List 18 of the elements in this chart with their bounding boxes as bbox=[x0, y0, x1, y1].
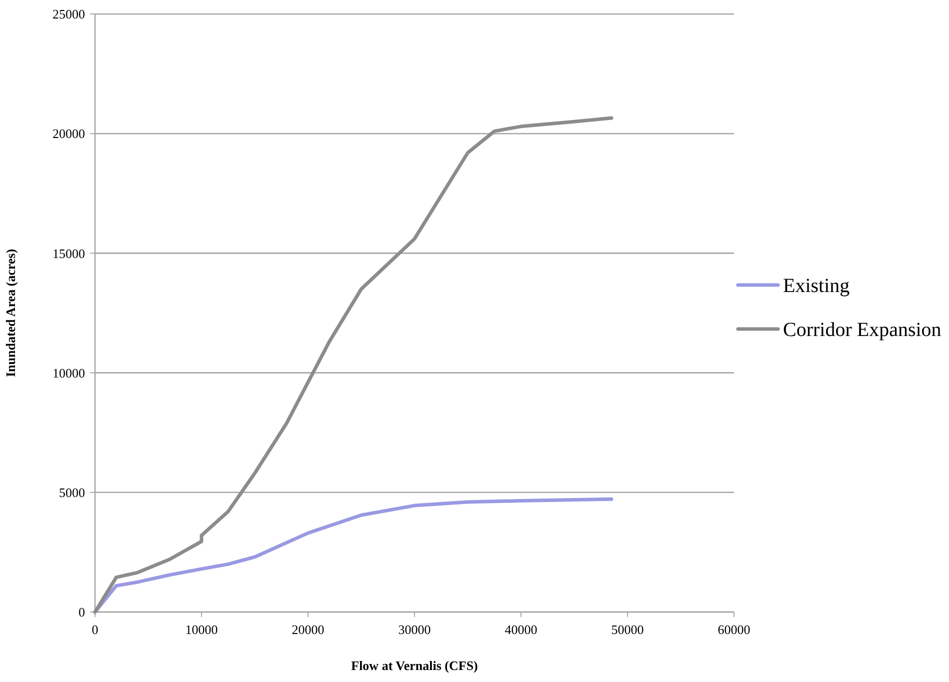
line-series bbox=[93, 116, 614, 614]
x-axis-title: Flow at Vernalis (CFS) bbox=[351, 658, 478, 673]
y-tick-label: 15000 bbox=[52, 246, 85, 261]
x-tick-label: 40000 bbox=[504, 622, 538, 637]
x-tick-label: 0 bbox=[92, 622, 98, 637]
y-tick-label: 10000 bbox=[52, 365, 85, 380]
y-tick-label: 5000 bbox=[59, 484, 85, 500]
x-tick-label: 50000 bbox=[611, 622, 644, 637]
legend-label: Existing bbox=[783, 275, 850, 297]
y-tick-label: 20000 bbox=[52, 126, 85, 142]
legend-label: Corridor Expansion bbox=[783, 319, 942, 341]
x-tick-label: 60000 bbox=[718, 622, 750, 637]
y-axis-title: Inundated Area (acres) bbox=[3, 248, 18, 378]
y-tick-label: 25000 bbox=[52, 6, 85, 22]
x-tick-label: 20000 bbox=[292, 622, 324, 637]
x-tick-label: 10000 bbox=[185, 622, 218, 637]
y-tick-label: 0 bbox=[78, 604, 85, 620]
x-tick-label: 30000 bbox=[398, 622, 431, 637]
